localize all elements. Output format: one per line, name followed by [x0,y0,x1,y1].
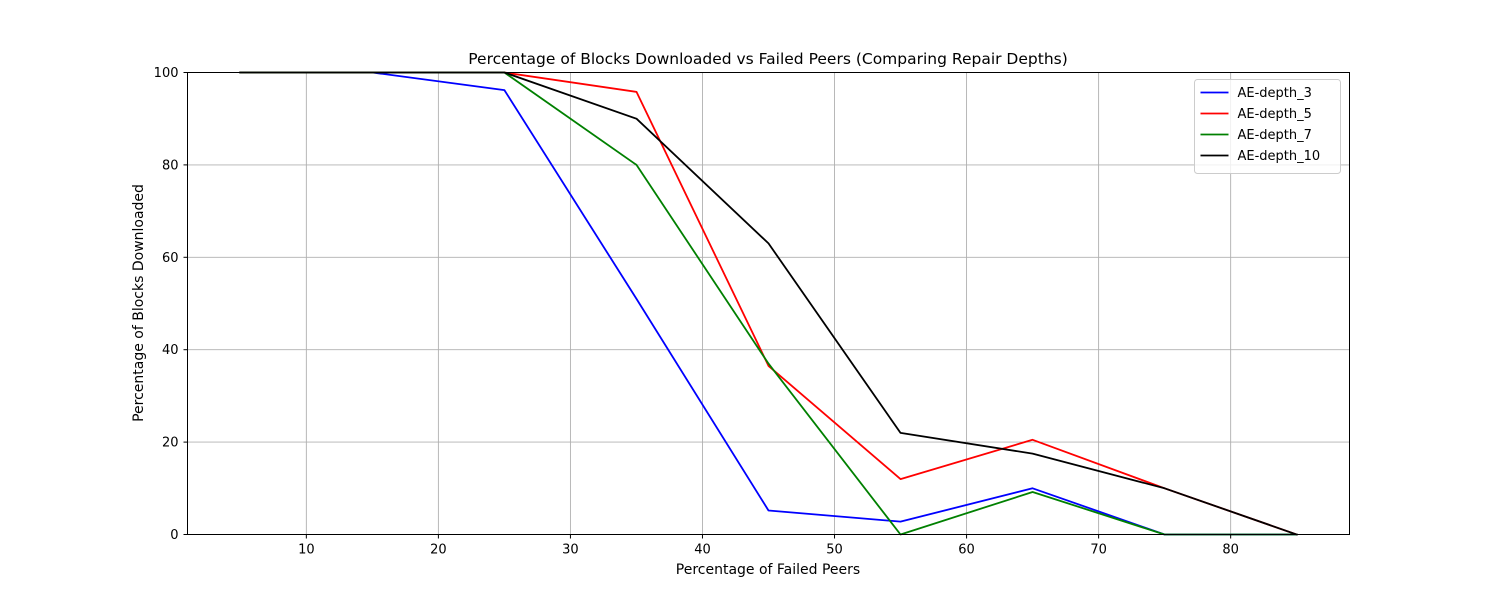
grid-layer [187,72,1350,535]
x-tick-label: 50 [826,543,843,558]
series-line-ae-depth-10 [239,71,1298,536]
x-tick-label: 70 [1090,543,1107,558]
legend-label: AE-depth_10 [1238,149,1321,164]
y-tick-label: 60 [162,251,179,266]
y-tick-label: 20 [162,436,179,451]
series-line-ae-depth-7 [239,71,1298,536]
y-axis-label: Percentage of Blocks Downloaded [131,184,147,422]
x-tick-label: 60 [958,543,975,558]
y-tick-label: 80 [162,158,179,173]
x-tick-label: 30 [562,543,579,558]
series-line-ae-depth-5 [239,71,1298,536]
x-axis-label: Percentage of Failed Peers [676,562,860,578]
legend-box [1194,79,1341,174]
chart-title: Percentage of Blocks Downloaded vs Faile… [468,50,1068,68]
x-tick-label: 40 [694,543,711,558]
legend-label: AE-depth_3 [1238,86,1312,101]
series-line-ae-depth-3 [239,71,1298,536]
x-tick-label: 80 [1222,543,1239,558]
series-layer [239,71,1298,536]
y-tick-label: 40 [162,343,179,358]
x-tick-label: 10 [298,543,315,558]
legend: AE-depth_3 AE-depth_5 AE-depth_7 AE-depth_1… [1194,79,1341,174]
x-tick-label: 20 [430,543,447,558]
legend-label: AE-depth_5 [1238,107,1312,122]
tick-layer: 10 20 30 40 50 60 70 80 0 20 40 60 80 100 [154,66,1239,558]
plot-frame [187,72,1350,535]
legend-label: AE-depth_7 [1238,128,1312,143]
y-tick-label: 100 [154,66,179,81]
y-tick-label: 0 [170,528,178,543]
